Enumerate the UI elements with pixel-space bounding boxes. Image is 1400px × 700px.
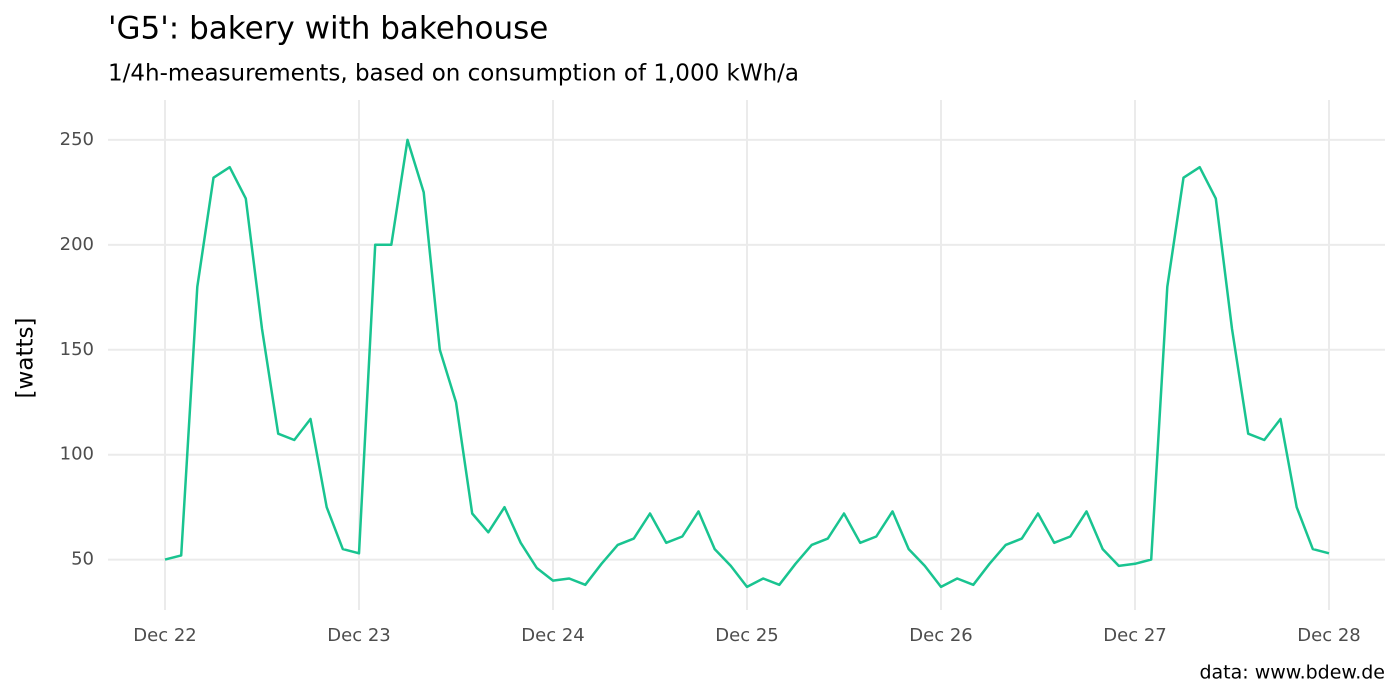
chart-title: 'G5': bakery with bakehouse [108,11,548,47]
x-tick-label: Dec 22 [133,625,196,646]
y-axis-label: [watts] [13,318,39,399]
x-tick-label: Dec 25 [715,625,778,646]
y-tick-label: 200 [60,234,94,255]
x-tick-label: Dec 26 [909,625,972,646]
y-tick-label: 50 [71,549,94,570]
caption: data: www.bdew.de [1199,662,1385,684]
chart-subtitle: 1/4h-measurements, based on consumption … [108,61,799,87]
y-tick-label: 100 [60,444,94,465]
x-tick-label: Dec 24 [521,625,584,646]
data-line [164,138,1330,589]
x-tick-label: Dec 28 [1297,625,1360,646]
y-tick-label: 150 [60,339,94,360]
x-tick-label: Dec 27 [1103,625,1166,646]
y-tick-label: 250 [60,129,94,150]
x-tick-label: Dec 23 [327,625,390,646]
